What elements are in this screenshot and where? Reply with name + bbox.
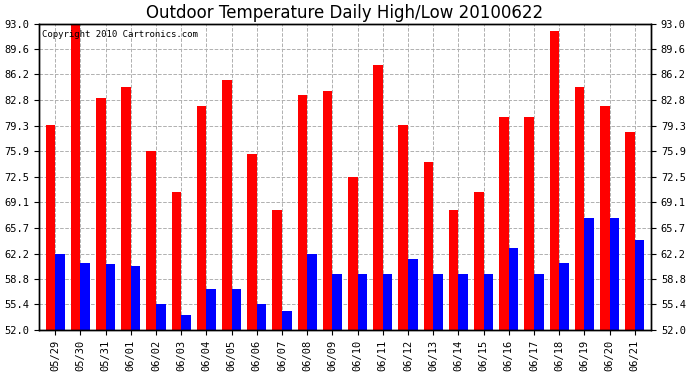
- Bar: [575, 87, 584, 330]
- Bar: [383, 274, 393, 330]
- Bar: [307, 254, 317, 330]
- Bar: [524, 117, 534, 330]
- Bar: [373, 65, 383, 330]
- Bar: [323, 91, 333, 330]
- Bar: [424, 162, 433, 330]
- Bar: [458, 274, 468, 330]
- Bar: [474, 192, 484, 330]
- Bar: [357, 274, 367, 330]
- Bar: [600, 106, 609, 330]
- Bar: [273, 210, 282, 330]
- Bar: [232, 289, 241, 330]
- Bar: [206, 289, 216, 330]
- Bar: [46, 124, 55, 330]
- Bar: [499, 117, 509, 330]
- Bar: [197, 106, 206, 330]
- Bar: [131, 266, 141, 330]
- Bar: [509, 248, 518, 330]
- Bar: [297, 94, 307, 330]
- Bar: [96, 98, 106, 330]
- Bar: [81, 262, 90, 330]
- Bar: [534, 274, 544, 330]
- Bar: [106, 264, 115, 330]
- Bar: [156, 304, 166, 330]
- Bar: [172, 192, 181, 330]
- Bar: [146, 152, 156, 330]
- Title: Outdoor Temperature Daily High/Low 20100622: Outdoor Temperature Daily High/Low 20100…: [146, 4, 544, 22]
- Bar: [222, 80, 232, 330]
- Bar: [71, 24, 81, 330]
- Bar: [398, 124, 408, 330]
- Bar: [282, 311, 292, 330]
- Bar: [609, 218, 619, 330]
- Bar: [584, 218, 594, 330]
- Bar: [247, 154, 257, 330]
- Bar: [121, 87, 131, 330]
- Bar: [55, 254, 65, 330]
- Bar: [348, 177, 357, 330]
- Bar: [433, 274, 443, 330]
- Bar: [635, 240, 644, 330]
- Bar: [448, 210, 458, 330]
- Bar: [257, 304, 266, 330]
- Bar: [408, 259, 417, 330]
- Bar: [625, 132, 635, 330]
- Bar: [549, 31, 559, 330]
- Bar: [181, 315, 191, 330]
- Bar: [559, 262, 569, 330]
- Bar: [333, 274, 342, 330]
- Text: Copyright 2010 Cartronics.com: Copyright 2010 Cartronics.com: [42, 30, 198, 39]
- Bar: [484, 274, 493, 330]
